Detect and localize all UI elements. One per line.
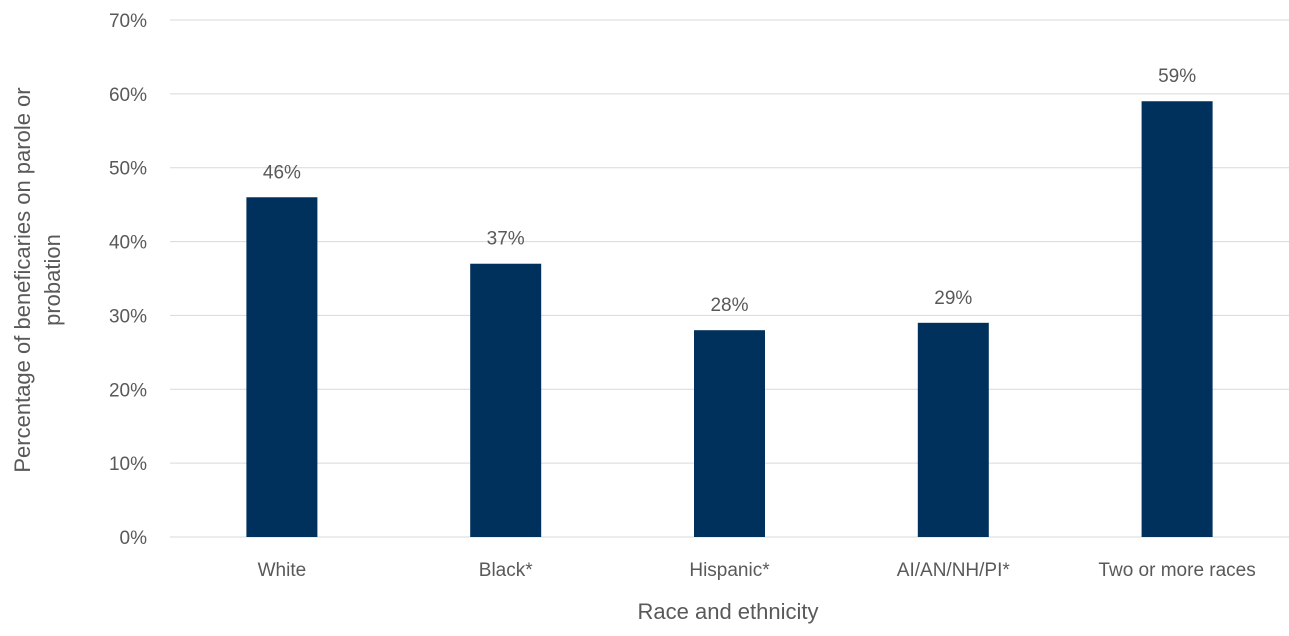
data-label-3: 29%	[934, 288, 972, 309]
y-tick-label-40: 40%	[109, 233, 147, 254]
data-label-0: 46%	[263, 162, 301, 183]
y-axis-title-line2: probation	[40, 234, 65, 326]
data-label-4: 59%	[1158, 66, 1196, 87]
bar-2	[694, 330, 765, 537]
bar-1	[470, 263, 542, 537]
bar-3	[917, 322, 989, 537]
y-tick-label-20: 20%	[109, 380, 147, 401]
x-axis-categories: White Black* Hispanic* AI/AN/NH/PI* Two or m…	[258, 560, 1256, 581]
data-label-2: 28%	[710, 295, 748, 316]
y-tick-label-0: 0%	[120, 528, 148, 549]
bars	[246, 101, 1213, 537]
y-tick-label-50: 50%	[109, 159, 147, 180]
y-tick-label-60: 60%	[109, 85, 147, 106]
category-label-1: Black*	[479, 560, 533, 581]
category-label-3: AI/AN/NH/PI*	[897, 560, 1011, 581]
data-label-1: 37%	[487, 229, 525, 250]
y-tick-label-30: 30%	[109, 306, 147, 327]
y-tick-label-10: 10%	[109, 454, 147, 475]
category-label-0: White	[258, 560, 307, 581]
data-labels: 46% 37% 28% 29% 59%	[263, 66, 1196, 316]
y-axis-ticks: 0% 10% 20% 30% 40% 50% 60% 70%	[109, 11, 147, 549]
bar-4	[1141, 101, 1213, 537]
category-label-4: Two or more races	[1098, 560, 1255, 581]
x-axis-title: Race and ethnicity	[638, 599, 819, 624]
category-label-2: Hispanic*	[689, 560, 770, 581]
y-axis-title: Percentage of beneficaries on parole or …	[10, 87, 65, 472]
bar-0	[246, 197, 318, 537]
y-tick-label-70: 70%	[109, 11, 147, 32]
y-axis-title-line1: Percentage of beneficaries on parole or	[10, 87, 35, 472]
